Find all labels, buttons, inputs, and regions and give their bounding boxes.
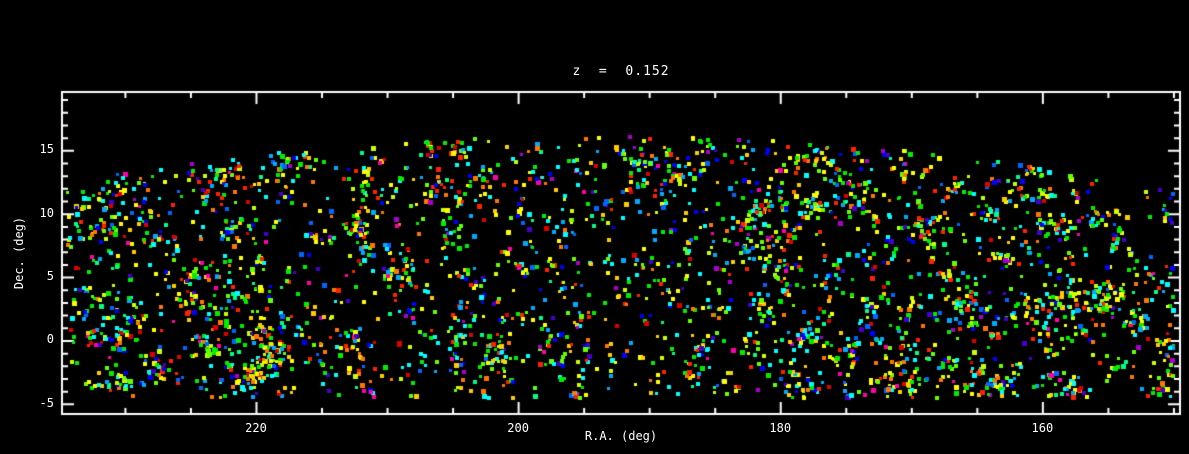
x-axis-label: R.A. (deg) <box>584 429 658 443</box>
y-tick-label: 5 <box>46 269 54 284</box>
x-tick-label: 180 <box>769 421 792 435</box>
x-tick-label: 160 <box>1031 421 1054 435</box>
y-tick-label: -5 <box>39 395 54 410</box>
y-tick-label: 15 <box>39 142 54 157</box>
x-tick-label: 200 <box>507 421 529 435</box>
plot-title: z = 0.152 <box>572 64 670 79</box>
x-tick-label: 220 <box>245 421 267 435</box>
y-tick-label: 10 <box>39 205 54 220</box>
y-tick-label: 0 <box>46 332 54 347</box>
